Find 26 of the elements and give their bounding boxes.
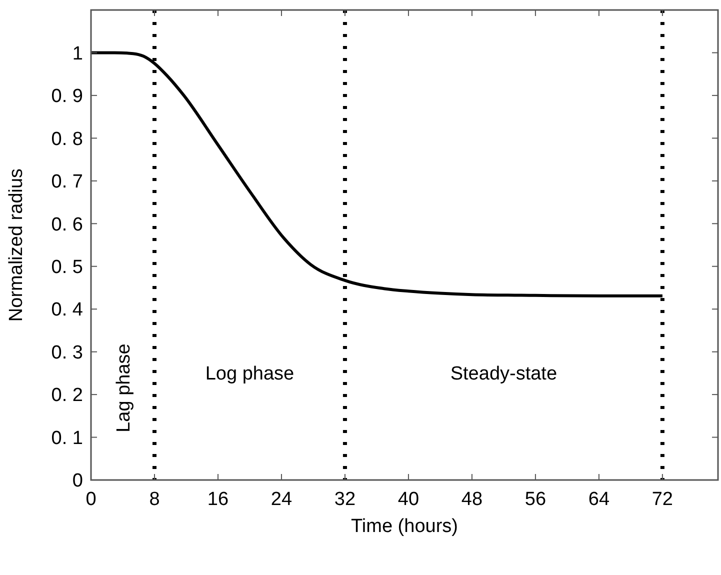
x-tick-label: 56 [524, 489, 546, 510]
y-tick-label: 0 [72, 470, 83, 492]
y-tick-label: 0. 2 [51, 385, 83, 406]
y-tick-label: 0. 7 [51, 172, 83, 193]
y-tick-label: 0. 3 [51, 342, 83, 364]
y-axis-title: Normalized radius [6, 168, 27, 322]
x-tick-label: 40 [398, 489, 420, 510]
y-tick-label: 1 [72, 43, 83, 64]
x-tick-label: 16 [207, 489, 229, 510]
x-tick-label: 0 [86, 489, 96, 510]
y-tick-label: 0. 8 [51, 128, 83, 150]
y-tick-label: 0. 9 [51, 86, 83, 108]
y-tick-label: 0. 5 [51, 257, 83, 278]
annotation: Lag phase [113, 344, 134, 432]
x-tick-label: 32 [334, 489, 356, 510]
annotation: Steady-state [450, 364, 558, 385]
x-tick-label: 48 [461, 489, 483, 510]
y-tick-label: 0. 1 [51, 428, 83, 449]
x-tick-label: 72 [652, 489, 674, 510]
x-tick-label: 8 [149, 489, 160, 510]
y-tick-label: 0. 6 [51, 214, 83, 236]
x-axis-title: Time (hours) [351, 516, 458, 537]
y-tick-label: 0. 4 [51, 300, 84, 321]
annotation: Log phase [205, 364, 294, 385]
x-tick-label: 24 [270, 489, 292, 510]
x-tick-label: 64 [588, 489, 610, 510]
